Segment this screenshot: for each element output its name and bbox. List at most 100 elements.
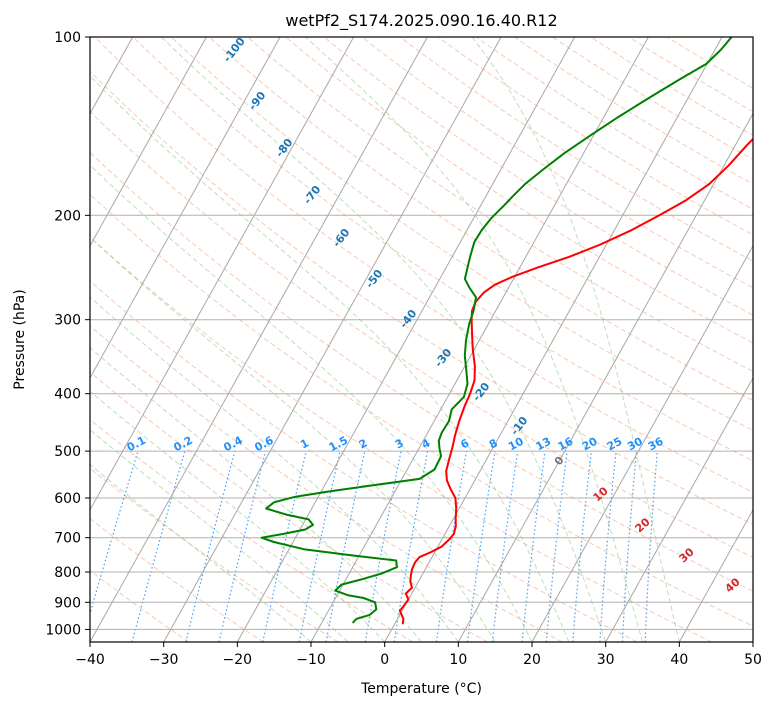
dry-adiabat-label: 0 bbox=[552, 454, 567, 468]
mixing-ratio-line bbox=[572, 451, 592, 642]
isotherm bbox=[236, 37, 576, 642]
grid-lines bbox=[90, 37, 753, 630]
y-tick-label: 600 bbox=[54, 491, 81, 507]
x-axis-label: Temperature (°C) bbox=[360, 681, 482, 697]
dry-adiabat-label: -100 bbox=[221, 35, 248, 65]
dry-adiabat bbox=[208, 37, 753, 402]
x-tick-label: 20 bbox=[523, 652, 541, 668]
moist-adiabat bbox=[90, 164, 533, 642]
isotherm bbox=[310, 37, 649, 642]
isotherm bbox=[90, 37, 355, 511]
dry-adiabat bbox=[361, 37, 753, 289]
moist-adiabat bbox=[90, 296, 459, 642]
dry-adiabat bbox=[323, 37, 753, 316]
y-tick-label: 700 bbox=[54, 531, 81, 547]
dry-adiabat bbox=[90, 371, 488, 642]
dry-adiabat-label: -10 bbox=[508, 414, 531, 438]
x-tick-label: 50 bbox=[744, 652, 762, 668]
isotherm bbox=[605, 376, 753, 642]
x-tick-label: −40 bbox=[75, 652, 105, 668]
background-lines bbox=[90, 37, 753, 642]
mixing-ratio-line bbox=[185, 450, 236, 642]
isotherm bbox=[90, 37, 207, 247]
chart-title: wetPf2_S174.2025.090.16.40.R12 bbox=[285, 11, 557, 31]
isotherm bbox=[531, 244, 753, 642]
y-tick-label: 500 bbox=[54, 444, 81, 460]
x-tick-label: 40 bbox=[670, 652, 688, 668]
mixing-ratio-line bbox=[466, 451, 496, 642]
mixing-ratio-line bbox=[599, 451, 617, 642]
x-tick-label: −30 bbox=[149, 652, 179, 668]
y-tick-label: 400 bbox=[54, 387, 81, 403]
isotherm bbox=[163, 37, 502, 642]
mixing-ratio-label: 16 bbox=[556, 435, 576, 454]
mixing-ratio-line bbox=[262, 450, 307, 642]
mixing-ratio-line bbox=[491, 451, 519, 642]
y-tick-label: 200 bbox=[54, 208, 81, 224]
isotherm bbox=[678, 508, 753, 642]
x-tick-label: −20 bbox=[223, 652, 253, 668]
y-tick-label: 1000 bbox=[45, 622, 81, 638]
dewpoint-line bbox=[260, 37, 733, 624]
mixing-ratio-line bbox=[90, 450, 139, 616]
mixing-ratio-label: 4 bbox=[420, 436, 433, 451]
dry-adiabat bbox=[90, 517, 264, 642]
x-axis-ticks: −40 −30 −20 −10 0 10 20 30 40 50 bbox=[75, 642, 762, 668]
dry-adiabat bbox=[90, 151, 753, 592]
dry-adiabat bbox=[170, 37, 753, 431]
dry-adiabat-label: -70 bbox=[301, 183, 324, 207]
y-axis-label: Pressure (hPa) bbox=[12, 289, 28, 389]
mixing-ratio-line bbox=[435, 450, 468, 642]
mixing-ratio-label: 3 bbox=[393, 436, 406, 451]
dry-adiabat bbox=[90, 418, 414, 642]
mixing-ratio-line bbox=[644, 451, 658, 642]
mixing-ratio-label: 25 bbox=[605, 435, 625, 454]
moist-adiabat bbox=[90, 75, 570, 642]
y-axis-ticks: 100 200 300 400 500 600 700 800 900 1000 bbox=[45, 30, 90, 638]
dry-adiabat bbox=[90, 467, 339, 642]
mixing-ratio-line bbox=[621, 451, 638, 642]
mixing-ratio-label: 10 bbox=[506, 435, 526, 454]
sounding-series bbox=[260, 37, 753, 625]
moist-adiabat bbox=[90, 346, 422, 642]
isotherm bbox=[384, 37, 723, 642]
dry-adiabat bbox=[90, 236, 712, 642]
moist-adiabat bbox=[90, 390, 386, 642]
isotherm bbox=[457, 112, 753, 642]
mixing-ratio-line bbox=[298, 450, 341, 642]
x-tick-label: 10 bbox=[449, 652, 467, 668]
mixing-ratio-line bbox=[131, 450, 186, 642]
isotherm bbox=[90, 37, 281, 379]
mixing-ratio-label: 1 bbox=[298, 436, 311, 451]
isotherm bbox=[90, 37, 428, 642]
dry-adiabat bbox=[94, 37, 753, 493]
y-tick-label: 900 bbox=[54, 595, 81, 611]
mixing-ratio-line bbox=[545, 451, 568, 642]
dry-adiabat bbox=[90, 193, 753, 627]
moist-adiabat bbox=[305, 37, 643, 642]
dry-adiabat-label: -40 bbox=[397, 307, 420, 331]
x-tick-label: 0 bbox=[380, 652, 389, 668]
moist-adiabat bbox=[90, 236, 496, 642]
y-tick-label: 300 bbox=[54, 313, 81, 329]
dry-adiabat-label: -50 bbox=[363, 267, 386, 291]
moist-adiabat bbox=[471, 37, 680, 642]
dry-adiabat bbox=[90, 70, 753, 526]
skewed-isotherms bbox=[90, 37, 753, 642]
moist-adiabat-label: 20 bbox=[633, 515, 653, 535]
x-tick-label: −10 bbox=[296, 652, 326, 668]
mixing-ratio-line bbox=[521, 451, 546, 642]
mixing-ratio-line bbox=[218, 450, 267, 642]
dry-adiabat-label: -60 bbox=[330, 226, 353, 250]
mixing-ratio-label: 13 bbox=[534, 435, 554, 454]
moist-adiabat bbox=[90, 429, 349, 642]
mixing-ratio-label: 30 bbox=[625, 435, 645, 454]
dry-adiabat bbox=[247, 37, 753, 373]
dry-adiabat-label: -30 bbox=[432, 346, 455, 370]
dry-adiabat bbox=[90, 110, 753, 558]
temperature-line bbox=[398, 137, 753, 625]
mixing-ratio-line bbox=[325, 450, 366, 642]
moist-adiabat-label: 40 bbox=[723, 575, 743, 595]
x-tick-label: 30 bbox=[597, 652, 615, 668]
